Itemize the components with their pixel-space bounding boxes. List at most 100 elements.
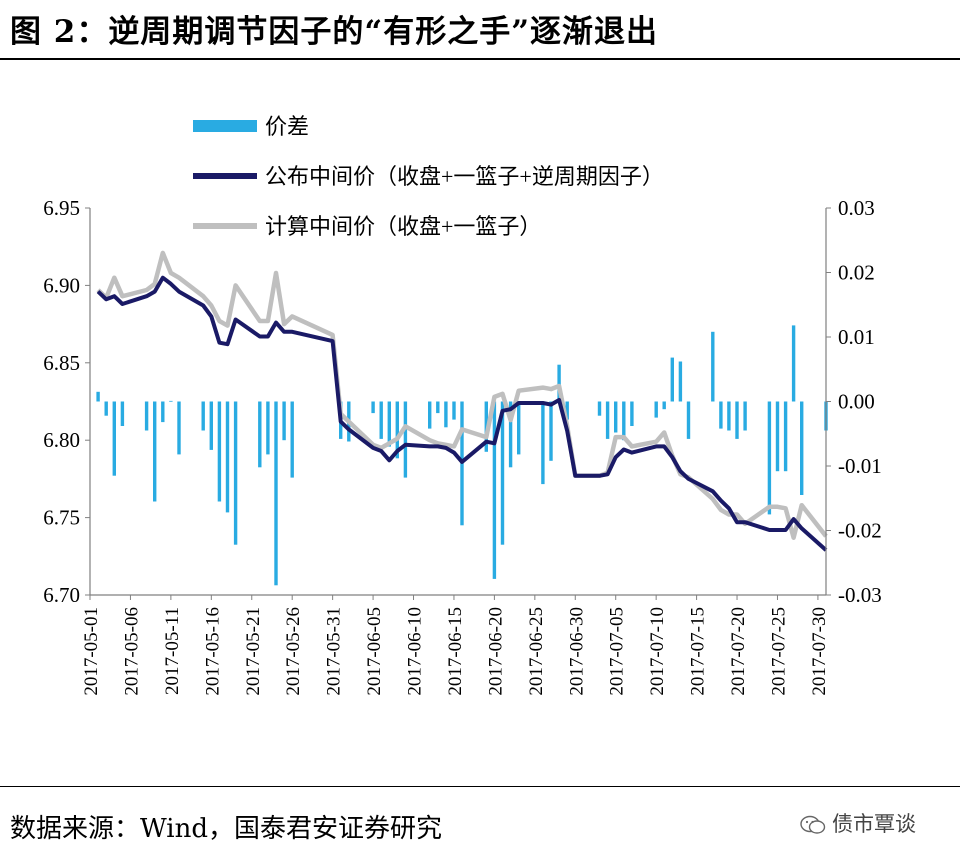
right-tick-label: 0.03 — [838, 196, 875, 220]
spread-bar — [161, 401, 165, 423]
wechat-icon — [800, 815, 826, 834]
spread-bar — [395, 401, 399, 459]
spread-bar — [767, 401, 772, 515]
x-tick-label: 2017-07-25 — [768, 607, 789, 696]
x-tick-label: 2017-05-11 — [162, 607, 183, 695]
right-tick-label: 0.01 — [838, 325, 875, 349]
spread-bar — [727, 401, 731, 431]
legend-label: 价差 — [265, 114, 309, 139]
chart: 6.70 6.75 6.80 6.85 6.90 6.95 -0.03 -0.02 -0.01 0… — [43, 114, 882, 696]
spread-bar — [622, 401, 626, 441]
spread-bar — [96, 391, 100, 402]
spread-bar — [565, 401, 569, 420]
spread-bar — [225, 401, 230, 513]
x-tick-label: 2017-07-30 — [809, 607, 830, 696]
x-tick-label: 2017-06-15 — [445, 607, 466, 696]
spread-bar — [153, 401, 157, 502]
x-tick-label: 2017-06-25 — [526, 607, 547, 696]
spread-bar — [371, 401, 375, 414]
spread-bar — [379, 401, 383, 439]
spread-bar — [605, 401, 610, 439]
spread-bar — [719, 401, 723, 429]
spread-bar — [290, 401, 294, 478]
spread-bar — [144, 401, 149, 431]
source-note: 数据来源：Wind，国泰君安证券研究 — [10, 814, 442, 844]
spread-bar — [783, 401, 788, 472]
spread-bar — [258, 401, 262, 468]
spread-bar — [282, 401, 286, 441]
spread-bar — [266, 401, 270, 455]
left-tick-label: 6.70 — [43, 583, 80, 607]
spread-bar — [791, 325, 796, 402]
spread-bar — [711, 331, 715, 402]
spread-bar — [517, 401, 521, 455]
published-midpoint-line — [96, 275, 828, 552]
spread-bar — [549, 401, 553, 461]
spread-bar — [508, 401, 513, 468]
figure-title: 图 2：逆周期调节因子的“有形之手”逐渐退出 — [10, 14, 659, 50]
spread-bar — [686, 401, 691, 439]
left-tick-label: 6.85 — [43, 351, 80, 375]
left-tick-label: 6.80 — [43, 428, 80, 452]
spread-bar — [233, 401, 238, 545]
x-tick-label: 2017-05-01 — [81, 607, 102, 696]
spread-bar — [436, 401, 440, 414]
right-tick-label: 0.02 — [838, 261, 875, 285]
right-tick-label: -0.03 — [838, 583, 882, 607]
spread-bar — [104, 401, 108, 416]
spread-bar — [444, 401, 448, 428]
x-tick-label: 2017-06-05 — [364, 607, 385, 696]
spread-bar — [112, 401, 116, 476]
spread-bar — [541, 401, 545, 485]
legend-swatch-spread — [193, 120, 257, 132]
watermark-text: 债市覃谈 — [832, 812, 916, 836]
spread-bar — [775, 401, 780, 472]
right-tick-label: -0.02 — [838, 519, 882, 543]
spread-bar — [597, 401, 602, 416]
right-tick-label: 0.00 — [838, 390, 875, 414]
x-tick-label: 2017-05-16 — [202, 607, 223, 696]
spread-bar — [403, 401, 408, 478]
bar-series-spread — [96, 325, 828, 586]
spread-bar — [452, 401, 456, 420]
spread-bar — [735, 401, 739, 439]
x-tick-label: 2017-07-20 — [728, 607, 749, 696]
x-tick-label: 2017-07-15 — [688, 607, 709, 696]
x-tick-label: 2017-07-10 — [647, 607, 668, 696]
spread-bar — [201, 401, 205, 431]
right-tick-label: -0.01 — [838, 454, 882, 478]
spread-bar — [800, 401, 804, 495]
left-tick-label: 6.95 — [43, 196, 80, 220]
x-tick-label: 2017-06-30 — [566, 607, 587, 696]
spread-bar — [274, 401, 278, 586]
spread-bar — [428, 401, 432, 429]
spread-bar — [630, 401, 634, 426]
source-rule — [0, 786, 960, 787]
spread-bar — [217, 401, 222, 502]
spread-bar — [387, 401, 391, 447]
spread-bar — [654, 401, 658, 418]
computed-midpoint-line — [96, 250, 828, 540]
left-tick-label: 6.75 — [43, 506, 80, 530]
spread-bar — [169, 400, 173, 402]
spread-bar — [120, 401, 125, 426]
left-tick-label: 6.90 — [43, 273, 80, 297]
watermark: 债市覃谈 — [800, 808, 916, 838]
spread-bar — [743, 401, 747, 431]
x-tick-label: 2017-05-26 — [283, 607, 304, 696]
x-tick-label: 2017-05-21 — [243, 607, 264, 696]
legend-label: 公布中间价（收盘+一篮子+逆周期因子） — [265, 164, 664, 189]
spread-bar — [614, 401, 618, 433]
spread-bar — [500, 401, 505, 545]
spread-bar — [209, 401, 213, 450]
spread-bar — [662, 401, 666, 410]
spread-bar — [670, 357, 674, 402]
x-tick-label: 2017-05-31 — [324, 607, 345, 696]
spread-bar — [177, 401, 181, 455]
x-tick-label: 2017-07-05 — [607, 607, 628, 696]
x-tick-label: 2017-06-10 — [405, 607, 426, 696]
spread-bar — [557, 364, 561, 402]
title-rule — [0, 58, 960, 60]
spread-bar — [492, 401, 497, 579]
